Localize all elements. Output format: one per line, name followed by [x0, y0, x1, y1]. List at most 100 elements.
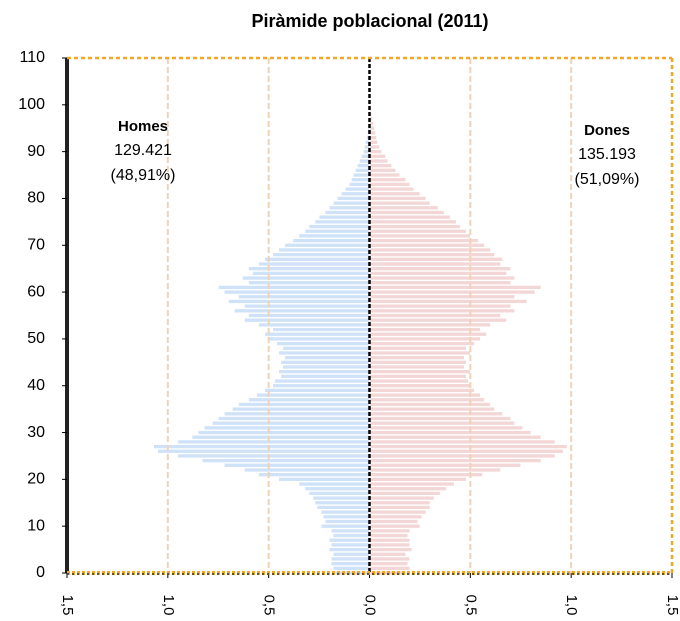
bar [369, 566, 411, 571]
bar [369, 420, 515, 426]
bar [312, 495, 370, 501]
bar [217, 416, 370, 421]
bar [258, 322, 370, 328]
series-share: (51,09%) [575, 171, 640, 188]
bar [224, 463, 370, 468]
bar [369, 542, 411, 548]
bar [324, 519, 370, 524]
bar [203, 425, 370, 431]
series-total: 135.193 [578, 146, 636, 163]
bar [284, 243, 370, 248]
bar [232, 406, 370, 412]
bar [369, 289, 536, 295]
bar [369, 561, 409, 566]
bar [369, 364, 465, 370]
bar [355, 168, 370, 173]
bar [369, 294, 515, 300]
bar [330, 528, 370, 534]
bar [369, 467, 501, 473]
bar [369, 219, 457, 225]
bar [157, 449, 370, 454]
bar [228, 299, 370, 304]
bar [369, 238, 479, 243]
bar [369, 341, 475, 346]
bar [336, 196, 370, 201]
bar [369, 392, 481, 398]
y-tick-label: 80 [27, 190, 45, 207]
bar [369, 243, 485, 248]
bar [217, 285, 370, 290]
y-tick-label: 20 [27, 471, 45, 488]
bar [324, 210, 370, 215]
bar [369, 514, 423, 520]
bar [224, 411, 370, 417]
bar [191, 434, 370, 440]
bar [369, 182, 411, 187]
bar [298, 233, 370, 239]
bar [272, 383, 370, 388]
bar [369, 509, 427, 515]
bar [369, 252, 495, 257]
bar [282, 364, 370, 370]
bar [369, 449, 564, 454]
y-tick-label: 90 [27, 143, 45, 160]
bar [332, 566, 370, 571]
bar [369, 369, 471, 374]
bar [369, 149, 382, 154]
bar [369, 214, 451, 220]
bar [369, 533, 409, 538]
bar [308, 224, 370, 229]
bar [316, 505, 370, 510]
bar [369, 125, 375, 131]
bar [369, 444, 568, 449]
x-tick-label: 1,5 [59, 595, 76, 616]
y-tick-label: 70 [27, 236, 45, 253]
bar [272, 252, 370, 257]
bar [369, 331, 487, 337]
bar [308, 491, 370, 496]
bar [369, 505, 431, 510]
bar [369, 481, 455, 487]
bar [369, 308, 515, 314]
bar [264, 388, 370, 393]
bar [369, 416, 511, 421]
x-tick-label: 0,5 [261, 595, 278, 616]
bar [369, 458, 542, 463]
bar [278, 477, 370, 482]
bar [369, 317, 507, 323]
y-tick-label: 110 [19, 49, 45, 66]
bar [248, 266, 370, 271]
x-tick-label: 0,0 [362, 595, 379, 616]
bar [369, 350, 471, 356]
bar [369, 158, 388, 164]
bar [298, 481, 370, 487]
bar [369, 556, 411, 562]
bar [274, 378, 370, 384]
bar [369, 378, 469, 384]
bar [280, 360, 370, 365]
bar [357, 163, 370, 168]
bar [304, 228, 370, 234]
bar [369, 355, 465, 360]
y-tick-label: 60 [27, 283, 45, 300]
bar [369, 121, 374, 126]
x-tick-label: 0,5 [462, 595, 479, 616]
bar [369, 191, 421, 197]
bar [359, 158, 370, 164]
bar [369, 177, 407, 182]
bar [330, 561, 370, 566]
bar [369, 491, 441, 496]
bar [369, 285, 542, 290]
bar [256, 392, 370, 398]
y-tick-label: 30 [27, 424, 45, 441]
bar [369, 472, 483, 477]
bar [369, 275, 515, 281]
bar [278, 247, 370, 253]
bar [322, 514, 370, 520]
bar [314, 219, 370, 225]
bar [238, 294, 370, 300]
bar [244, 467, 370, 473]
bar [272, 327, 370, 332]
bar [369, 322, 491, 328]
